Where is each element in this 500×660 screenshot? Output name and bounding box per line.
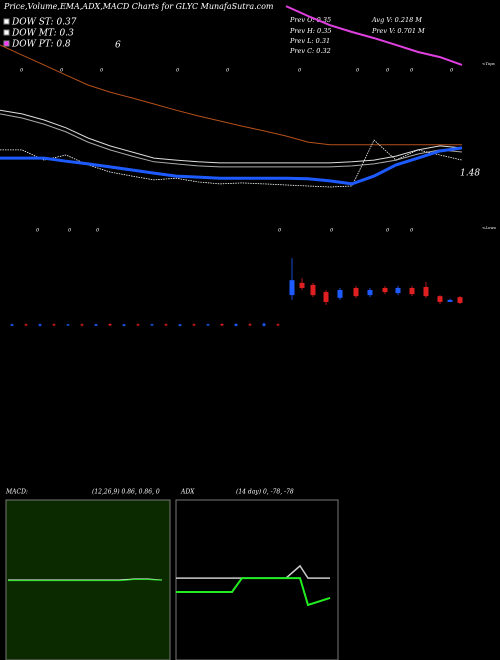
legend-text: DOW PT: 0.8 [11,40,71,50]
candle-body [367,290,373,296]
info-text: Avg V: 0.218 M [371,16,422,24]
low-mark: 0 [96,228,100,234]
low-mark: 0 [386,228,390,234]
legend-swatch [3,40,10,47]
candle-body [38,324,42,326]
candle-body [122,324,126,326]
top-mark: 0 [410,68,414,74]
info-text: Prev L: 0.31 [289,37,330,45]
top-mark: 0 [100,68,104,74]
top-mark: 0 [356,68,360,74]
ema-line [0,146,463,186]
candle-body [276,324,280,326]
candle-body [136,324,140,326]
info-text: Prev C: 0.32 [289,47,331,55]
candle-body [108,324,112,326]
candle-body [395,287,401,294]
legend-text: DOW ST: 0.37 [11,18,77,28]
low-mark: 0 [68,228,72,234]
candle-body [178,324,182,326]
candle-body [310,284,316,296]
ema-line [0,109,463,164]
candle-body [382,287,388,293]
top-mark: 0 [450,68,454,74]
ema-line [0,113,463,168]
panel-title: ADX [180,489,195,496]
indicator-line [8,579,163,582]
indicator-line [176,577,331,607]
top-mark: 0 [298,68,302,74]
top-mark: 0 [60,68,64,74]
top-mark: 0 [386,68,390,74]
candle-body [24,324,28,326]
candle-body [248,324,252,326]
last-price: 1.48 [460,169,480,179]
candle-body [164,324,168,326]
ema-line [0,44,462,146]
candle-body [299,282,305,288]
candle-body [337,290,343,298]
candle-body [52,324,56,326]
info-text: Prev H: 0.35 [289,27,331,35]
panel [175,499,339,660]
candle-body [150,324,154,326]
panel-title: MACD: [5,489,28,496]
legend-swatch [3,18,10,25]
top-mark: 0 [226,68,230,74]
candle-body [423,286,429,297]
candle-body [234,324,238,326]
top-mark: 0 [20,68,24,74]
candle-body [66,324,70,326]
candle-body [10,324,14,326]
candle-body [437,296,443,302]
candle-body [353,287,359,297]
candle-body [80,324,84,326]
candle-body [323,292,329,302]
low-mark: 0 [330,228,334,234]
low-mark: 0 [36,228,40,234]
candle-body [409,287,415,295]
candle-body [220,324,224,326]
candle-body [206,324,210,326]
legend-extra: 6 [115,41,121,51]
low-mark: 0 [278,228,282,234]
info-text: Prev O: 0.35 [289,16,331,24]
panel-params: (14 day) 0, -78, -78 [236,489,294,496]
ema-line [285,5,463,66]
top-mark: 0 [176,68,180,74]
legend-swatch [3,29,10,36]
legend-text: DOW MT: 0.3 [11,29,74,39]
ema-line [0,139,463,188]
candle-body [192,324,196,326]
candle-body [447,299,453,302]
candle-body [457,297,463,303]
info-text: Prev V: 0.701 M [371,27,425,35]
chart-title: Price,Volume,EMA,ADX,MACD Charts for GLY… [3,2,274,11]
tops-label: <Tops [482,61,495,66]
lows-label: <Lows [482,225,496,230]
candle-body [262,323,266,326]
candle-body [289,280,295,296]
panel-params: (12,26,9) 0.86, 0.86, 0 [92,489,160,496]
candle-body [94,324,98,326]
low-mark: 0 [410,228,414,234]
